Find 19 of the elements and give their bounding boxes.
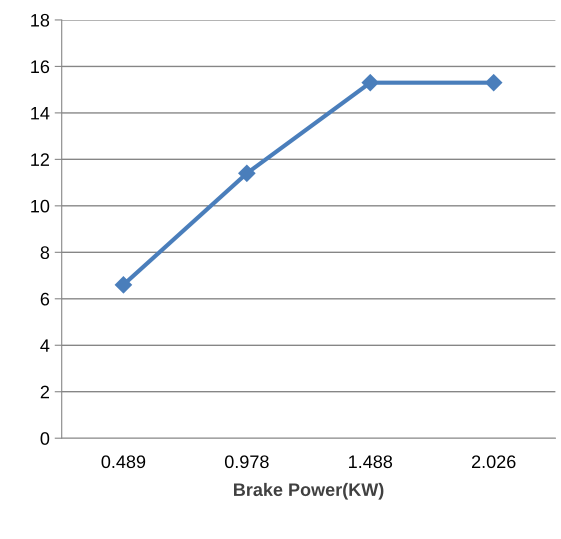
y-tick-label: 0 bbox=[40, 432, 50, 445]
y-tick-label: 6 bbox=[40, 292, 50, 306]
y-tick-label: 18 bbox=[31, 14, 50, 27]
x-tick-label: 2.026 bbox=[472, 455, 516, 468]
y-tick-label: 2 bbox=[40, 386, 49, 398]
point bbox=[238, 164, 256, 182]
x-tick-label: 0.489 bbox=[102, 455, 146, 468]
y-tick-label: 16 bbox=[31, 60, 50, 74]
x-axis-title: Brake Power(KW) bbox=[234, 482, 384, 500]
x-tick-label: 0.978 bbox=[224, 455, 269, 468]
y-tick-label: 14 bbox=[31, 107, 50, 120]
y-tick-label: 8 bbox=[40, 246, 50, 260]
x-tick-label: 1.488 bbox=[349, 455, 392, 468]
point bbox=[485, 74, 502, 92]
point bbox=[362, 74, 379, 92]
point bbox=[114, 276, 132, 294]
y-tick-label: 12 bbox=[31, 153, 49, 166]
y-tick-label: 4 bbox=[40, 339, 50, 352]
y-tick-label: 10 bbox=[31, 200, 50, 213]
